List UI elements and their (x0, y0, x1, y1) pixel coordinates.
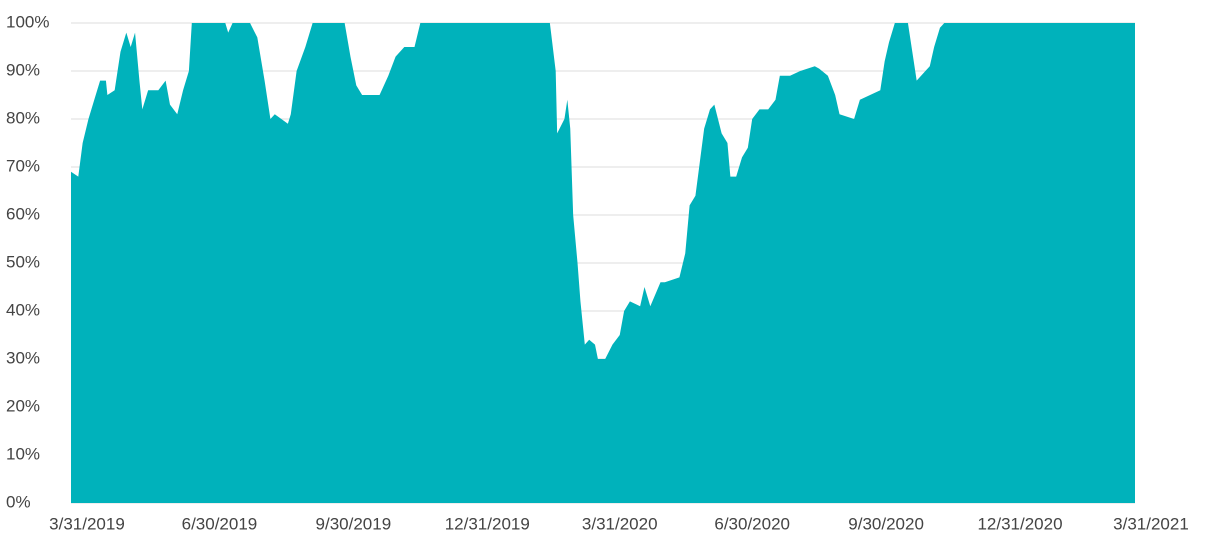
x-tick-label: 12/31/2019 (445, 514, 530, 533)
y-tick-label: 60% (6, 204, 40, 223)
y-tick-label: 100% (6, 12, 49, 31)
x-tick-label: 9/30/2019 (316, 514, 392, 533)
x-tick-label: 6/30/2020 (714, 514, 790, 533)
y-tick-label: 50% (6, 252, 40, 271)
y-tick-label: 0% (6, 492, 31, 511)
x-tick-label: 3/31/2021 (1113, 514, 1189, 533)
x-tick-label: 6/30/2019 (182, 514, 258, 533)
x-tick-label: 3/31/2019 (49, 514, 125, 533)
y-tick-label: 10% (6, 444, 40, 463)
x-tick-label: 12/31/2020 (977, 514, 1062, 533)
y-tick-label: 20% (6, 396, 40, 415)
y-tick-label: 70% (6, 156, 40, 175)
y-tick-label: 90% (6, 60, 40, 79)
y-tick-label: 80% (6, 108, 40, 127)
y-tick-label: 40% (6, 300, 40, 319)
area (71, 23, 1135, 503)
x-tick-label: 9/30/2020 (848, 514, 924, 533)
y-tick-label: 30% (6, 348, 40, 367)
x-tick-label: 3/31/2020 (582, 514, 658, 533)
